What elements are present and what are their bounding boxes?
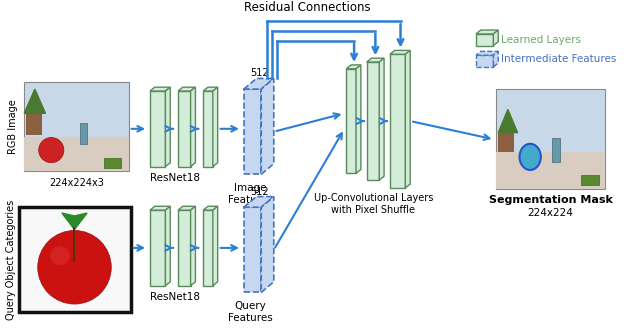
Polygon shape bbox=[178, 87, 195, 91]
Polygon shape bbox=[165, 87, 170, 167]
Polygon shape bbox=[476, 34, 493, 46]
Polygon shape bbox=[191, 206, 195, 286]
Polygon shape bbox=[203, 206, 218, 210]
Text: Image
Features: Image Features bbox=[228, 183, 273, 205]
Polygon shape bbox=[367, 58, 384, 62]
Polygon shape bbox=[244, 207, 261, 292]
Text: Residual Connections: Residual Connections bbox=[244, 1, 371, 13]
Polygon shape bbox=[213, 87, 218, 167]
FancyBboxPatch shape bbox=[19, 207, 131, 312]
Polygon shape bbox=[493, 30, 499, 46]
Text: ResNet18: ResNet18 bbox=[150, 292, 200, 302]
Circle shape bbox=[38, 137, 64, 163]
Polygon shape bbox=[178, 206, 195, 210]
Polygon shape bbox=[476, 30, 499, 34]
Polygon shape bbox=[150, 91, 165, 167]
Polygon shape bbox=[150, 206, 170, 210]
Polygon shape bbox=[476, 51, 499, 55]
FancyBboxPatch shape bbox=[496, 89, 605, 189]
Polygon shape bbox=[499, 110, 518, 133]
Text: Segmentation Mask: Segmentation Mask bbox=[488, 195, 612, 205]
FancyBboxPatch shape bbox=[496, 152, 605, 189]
Text: 224x224: 224x224 bbox=[527, 208, 573, 218]
Text: Query Object Categories: Query Object Categories bbox=[6, 199, 15, 320]
Text: Intermediate Features: Intermediate Features bbox=[501, 54, 616, 64]
FancyBboxPatch shape bbox=[499, 133, 514, 152]
Polygon shape bbox=[191, 87, 195, 167]
FancyBboxPatch shape bbox=[104, 158, 121, 168]
Polygon shape bbox=[203, 91, 213, 167]
Polygon shape bbox=[203, 210, 213, 286]
Polygon shape bbox=[367, 62, 380, 180]
Text: 512: 512 bbox=[250, 69, 269, 79]
Polygon shape bbox=[178, 91, 191, 167]
Text: Learned Layers: Learned Layers bbox=[501, 35, 581, 45]
FancyBboxPatch shape bbox=[582, 175, 599, 185]
Text: 512: 512 bbox=[250, 186, 269, 197]
Text: 224x224x3: 224x224x3 bbox=[49, 178, 104, 188]
Polygon shape bbox=[178, 210, 191, 286]
Text: Query
Features: Query Features bbox=[228, 301, 273, 323]
Ellipse shape bbox=[520, 144, 541, 170]
Circle shape bbox=[38, 230, 111, 304]
FancyBboxPatch shape bbox=[24, 82, 129, 171]
Polygon shape bbox=[261, 79, 274, 174]
FancyBboxPatch shape bbox=[26, 113, 42, 135]
FancyBboxPatch shape bbox=[552, 138, 560, 162]
Polygon shape bbox=[390, 54, 405, 188]
Polygon shape bbox=[203, 87, 218, 91]
Polygon shape bbox=[261, 197, 274, 292]
Polygon shape bbox=[476, 55, 493, 67]
Polygon shape bbox=[405, 50, 410, 188]
Polygon shape bbox=[244, 89, 261, 174]
Polygon shape bbox=[356, 65, 361, 173]
Polygon shape bbox=[244, 197, 274, 207]
Polygon shape bbox=[24, 89, 45, 113]
Polygon shape bbox=[380, 58, 384, 180]
Polygon shape bbox=[62, 213, 87, 229]
FancyBboxPatch shape bbox=[80, 123, 87, 144]
Text: Up-Convolutional Layers
with Pixel Shuffle: Up-Convolutional Layers with Pixel Shuff… bbox=[314, 193, 433, 215]
Text: RGB Image: RGB Image bbox=[8, 99, 17, 154]
Polygon shape bbox=[346, 65, 361, 69]
Polygon shape bbox=[390, 50, 410, 54]
Polygon shape bbox=[346, 69, 356, 173]
Polygon shape bbox=[244, 79, 274, 89]
Polygon shape bbox=[150, 87, 170, 91]
Text: ResNet18: ResNet18 bbox=[150, 173, 200, 183]
Polygon shape bbox=[213, 206, 218, 286]
Polygon shape bbox=[165, 206, 170, 286]
Polygon shape bbox=[493, 51, 499, 67]
FancyBboxPatch shape bbox=[24, 136, 129, 171]
Circle shape bbox=[51, 246, 70, 265]
Polygon shape bbox=[150, 210, 165, 286]
